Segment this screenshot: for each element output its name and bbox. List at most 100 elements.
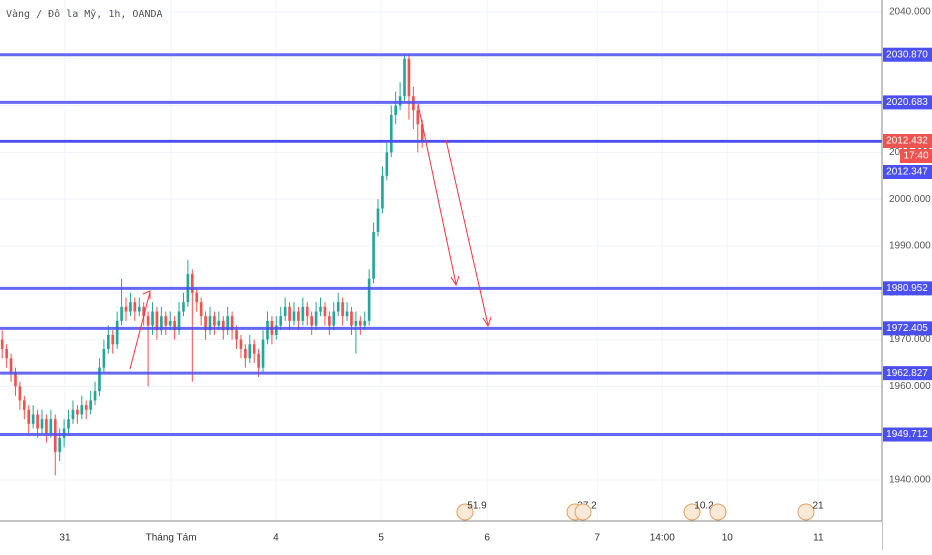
x-tick-label: 31 — [59, 533, 71, 544]
plot — [0, 53, 882, 476]
candle-body — [319, 306, 322, 312]
axes: 1940.0001950.0001960.0001970.0001980.000… — [59, 7, 932, 544]
candle-body — [27, 409, 31, 424]
candle-body — [76, 409, 79, 415]
candle-body — [261, 339, 265, 368]
candle-body — [274, 325, 278, 335]
candle-body — [328, 316, 331, 326]
event-label: 10.2 — [694, 501, 714, 512]
x-tick-label: Tháng Tám — [146, 533, 197, 544]
price-label: 2012.432 — [886, 136, 928, 147]
event-icon — [683, 503, 701, 521]
event-label: 51.9 — [467, 501, 487, 512]
level-label-box — [883, 366, 932, 381]
arrow — [445, 139, 489, 326]
x-tick-label: 14:00 — [650, 533, 675, 544]
candle-body — [80, 405, 84, 415]
countdown: 17:40 — [903, 151, 928, 162]
y-tick-label: 1990.000 — [889, 241, 931, 252]
candle-body — [173, 320, 176, 331]
time-axis — [0, 521, 882, 550]
y-tick-label: 2000.000 — [889, 194, 931, 205]
level-label: 1962.827 — [886, 368, 928, 379]
event-icon — [456, 503, 474, 521]
y-tick-label: 1960.000 — [889, 381, 931, 392]
candle-body — [93, 391, 97, 401]
candle-body — [230, 316, 234, 331]
candle-body — [385, 152, 389, 176]
candle-body — [394, 105, 398, 115]
candle-body — [120, 306, 123, 321]
event-icon — [797, 503, 815, 521]
candle-body — [133, 302, 137, 312]
arrow-head — [142, 290, 151, 299]
candle-body — [358, 320, 362, 326]
candle-body — [49, 419, 53, 434]
candle-body — [323, 306, 327, 317]
level-label: 2020.683 — [886, 97, 928, 108]
level-label: 1980.952 — [886, 283, 928, 294]
candle-body — [279, 316, 283, 326]
candle-body — [367, 278, 371, 321]
level-label: 1949.712 — [886, 429, 928, 440]
y-tick-label: 1970.000 — [889, 334, 931, 345]
candle-body — [137, 306, 141, 312]
candle-body — [190, 274, 194, 293]
level-label: 2012.347 — [886, 167, 928, 178]
candle-body — [226, 316, 230, 331]
candle-body — [129, 302, 132, 312]
candle-body — [111, 334, 115, 345]
arrow-head — [482, 316, 492, 328]
x-tick-label: 5 — [378, 533, 384, 544]
candle-body — [252, 344, 256, 354]
candle-body — [301, 306, 305, 321]
candle-body — [288, 306, 291, 321]
candle-body — [235, 330, 238, 340]
candle-body — [420, 124, 424, 142]
arrow — [417, 103, 457, 285]
level-label-box — [883, 427, 932, 442]
y-tick-label: 1940.000 — [889, 475, 931, 486]
candle-body — [164, 316, 168, 326]
candle-body — [310, 316, 314, 326]
candle-body — [67, 419, 70, 429]
candle-body — [213, 316, 216, 326]
candle-body — [71, 409, 75, 420]
candle-body — [31, 414, 35, 424]
candle-body — [376, 208, 380, 232]
candle-body — [84, 405, 88, 410]
candle-body — [221, 320, 225, 331]
x-tick-label: 4 — [273, 533, 279, 544]
candle-body — [22, 400, 26, 410]
candle-body — [0, 339, 4, 349]
candle-body — [5, 348, 8, 359]
candle-body — [160, 316, 163, 331]
chart-title: Vàng / Đô la Mỹ, 1h, OANDA — [6, 8, 163, 20]
candle-body — [244, 348, 247, 359]
level-label-box — [883, 165, 932, 180]
level-label-box — [883, 321, 932, 336]
level-label-box — [883, 95, 932, 110]
arrow-head — [450, 275, 460, 287]
candle-body — [332, 311, 336, 326]
annotations — [129, 103, 492, 370]
level-label: 2030.870 — [886, 49, 928, 60]
x-tick-label: 10 — [722, 533, 734, 544]
candle-body — [354, 320, 358, 326]
candle-body — [217, 320, 221, 326]
candle-body — [124, 306, 128, 312]
candle-body — [403, 58, 406, 97]
event-icon — [709, 503, 727, 521]
candle-body — [18, 386, 22, 401]
x-tick-label: 6 — [484, 533, 490, 544]
candle-body — [208, 316, 212, 331]
candle-body — [155, 311, 159, 331]
price-label-box — [883, 134, 932, 149]
candle-body — [341, 302, 344, 317]
candle-body — [58, 437, 62, 452]
candle-body — [336, 302, 340, 312]
candle-body — [36, 414, 39, 429]
candle-body — [305, 306, 309, 317]
candle-body — [389, 114, 393, 153]
candle-body — [102, 348, 106, 368]
